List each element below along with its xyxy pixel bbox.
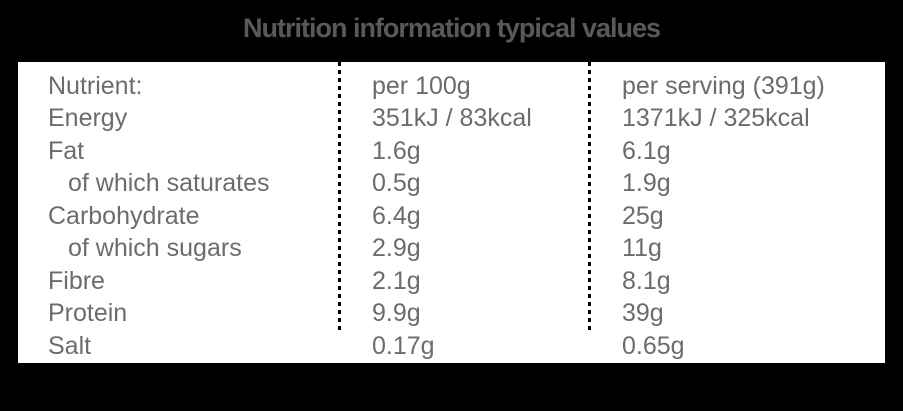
nutrient-name: Protein	[48, 299, 128, 328]
nutrient-name: of which sugars	[68, 234, 242, 263]
nutrition-table: Nutrient: per 100g per serving (391g) En…	[18, 62, 885, 363]
nutrient-name: of which saturates	[68, 169, 270, 198]
per-serving-value: 11g	[622, 234, 662, 263]
per-serving-value: 1.9g	[622, 169, 671, 198]
column-header-nutrient: Nutrient:	[48, 71, 143, 100]
per-100g-value: 0.17g	[372, 331, 435, 360]
column-header-per-serving: per serving (391g)	[622, 71, 825, 100]
per-100g-value: 9.9g	[372, 299, 421, 328]
nutrient-name: Fat	[48, 136, 85, 165]
table-header-row: Nutrient: per 100g per serving (391g)	[18, 70, 885, 103]
per-100g-value: 6.4g	[372, 201, 421, 230]
table-row: Energy 351kJ / 83kcal 1371kJ / 325kcal	[18, 103, 885, 136]
per-100g-value: 2.1g	[372, 266, 421, 295]
table-row: Protein 9.9g 39g	[18, 298, 885, 331]
per-serving-value: 6.1g	[622, 136, 671, 165]
per-serving-value: 0.65g	[622, 331, 685, 360]
per-100g-value: 1.6g	[372, 136, 421, 165]
per-serving-value: 39g	[622, 299, 664, 328]
table-row: of which sugars 2.9g 11g	[18, 233, 885, 266]
column-header-per-100g: per 100g	[372, 71, 471, 100]
table-row: of which saturates 0.5g 1.9g	[18, 168, 885, 201]
per-serving-value: 8.1g	[622, 266, 671, 295]
table-body: Energy 351kJ / 83kcal 1371kJ / 325kcal Fat 1…	[18, 103, 885, 363]
nutrient-name: Fibre	[48, 266, 105, 295]
per-serving-value: 25g	[622, 201, 664, 230]
per-serving-value: 1371kJ / 325kcal	[622, 104, 810, 133]
nutrient-name: Energy	[48, 104, 128, 133]
table-row: Salt 0.17g 0.65g	[18, 330, 885, 363]
nutrient-name: Carbohydrate	[48, 201, 200, 230]
nutrient-name: Salt	[48, 331, 92, 360]
page-title: Nutrition information typical values	[242, 13, 661, 43]
per-100g-value: 2.9g	[372, 234, 421, 263]
per-100g-value: 0.5g	[372, 169, 421, 198]
per-100g-value: 351kJ / 83kcal	[372, 104, 532, 133]
table-row: Fat 1.6g 6.1g	[18, 135, 885, 168]
table-row: Fibre 2.1g 8.1g	[18, 265, 885, 298]
table-row: Carbohydrate 6.4g 25g	[18, 200, 885, 233]
